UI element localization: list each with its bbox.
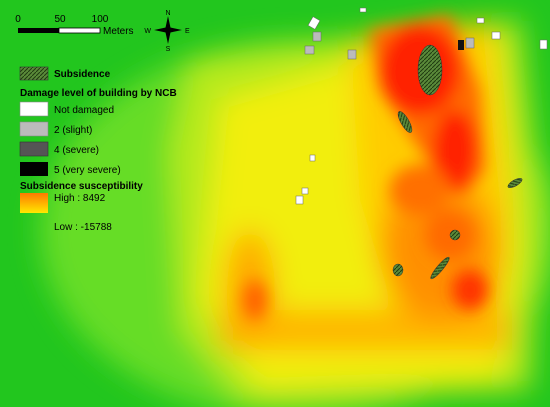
map-shape — [433, 110, 477, 190]
scale-label: 50 — [54, 14, 66, 25]
map-shape — [507, 177, 523, 189]
south-label: S — [166, 46, 171, 53]
map-shape — [307, 16, 321, 30]
map-shape — [430, 256, 450, 280]
legend-title: Subsidence susceptibility — [20, 181, 143, 192]
map-shape — [243, 280, 267, 320]
east-label: E — [185, 28, 190, 35]
map-shape — [309, 154, 316, 162]
map-shape — [491, 31, 501, 40]
buildings — [295, 7, 548, 205]
map-shape — [452, 270, 488, 310]
scale-label: 0 — [15, 14, 21, 25]
map-shape — [449, 229, 461, 241]
map-shape — [19, 66, 49, 81]
map-shape — [295, 195, 304, 205]
legend-label: Low : -15788 — [54, 222, 112, 233]
legend: Subsidence Damage level of building by N… — [19, 66, 177, 233]
map-shape — [19, 101, 49, 117]
legend-label: High : 8492 — [54, 193, 106, 204]
map-shape — [304, 45, 315, 55]
map-shape — [19, 121, 49, 137]
map-shape — [458, 40, 464, 50]
map-shape — [58, 27, 101, 34]
west-label: W — [144, 28, 151, 35]
map-shape — [465, 37, 475, 49]
map-shape — [19, 141, 49, 157]
map-shape — [417, 44, 443, 96]
map-shape — [359, 7, 367, 13]
scale-label: 100 — [92, 14, 109, 25]
map-shape — [301, 187, 309, 195]
map-shape — [20, 193, 48, 213]
map-shape — [476, 17, 485, 24]
map-shape — [392, 263, 404, 277]
map-shape — [390, 165, 450, 215]
legend-title: Damage level of building by NCB — [20, 88, 177, 99]
map-shape — [397, 111, 413, 133]
map-shape — [312, 31, 322, 42]
legend-label: 5 (very severe) — [54, 165, 121, 176]
map-shape — [539, 39, 548, 50]
legend-label: Subsidence — [54, 69, 111, 80]
map-shape — [154, 27, 182, 33]
north-label: N — [165, 10, 170, 17]
scale-unit: Meters — [103, 26, 134, 37]
map-shape — [347, 49, 357, 60]
map-shape — [20, 162, 48, 176]
legend-label: 2 (slight) — [54, 125, 92, 136]
legend-label: Not damaged — [54, 105, 114, 116]
map-shape — [18, 28, 59, 33]
legend-label: 4 (severe) — [54, 145, 99, 156]
scale-bar: 0 50 100 Meters — [15, 14, 133, 37]
north-arrow: N S W E — [144, 10, 190, 53]
